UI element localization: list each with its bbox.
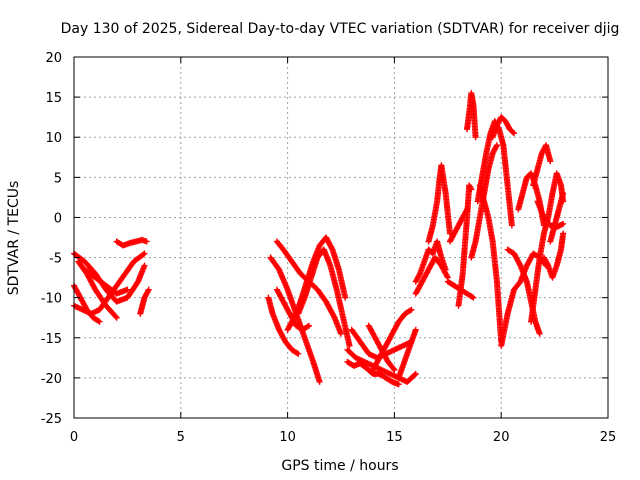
plot-frame — [73, 56, 609, 419]
data-point — [508, 222, 515, 229]
y-tick-labels: 20 15 10 5 0 -5 -10 -15 -20 -25 — [41, 51, 62, 427]
series-arc-10 — [273, 238, 344, 337]
series-arc-26 — [464, 90, 479, 141]
chart-title: Day 130 of 2025, Sidereal Day-to-day VTE… — [61, 21, 620, 37]
data-point — [304, 323, 311, 330]
y-tick-label: -10 — [41, 292, 62, 307]
data-point — [143, 238, 150, 245]
y-tick-label: 20 — [45, 51, 62, 66]
data-point — [316, 378, 323, 385]
series-arc-05 — [113, 236, 150, 249]
y-tick-label: 15 — [45, 91, 62, 106]
grid — [74, 57, 608, 418]
data-point — [293, 350, 300, 357]
data-point — [412, 326, 419, 333]
x-tick-label: 15 — [386, 430, 403, 445]
x-tick-label: 20 — [493, 430, 510, 445]
series-arc-06 — [137, 286, 152, 317]
data-point — [412, 370, 419, 377]
x-tick-label: 25 — [600, 430, 617, 445]
series-arc-15 — [344, 358, 402, 388]
series-arc-29 — [489, 114, 518, 141]
data-point — [338, 330, 344, 337]
data-point — [112, 313, 119, 320]
data-point — [95, 317, 102, 324]
series-arc-23 — [444, 278, 477, 301]
series-arc-30 — [476, 182, 505, 345]
data-point — [145, 286, 152, 293]
y-tick-label: -25 — [41, 412, 62, 427]
y-tick-label: -20 — [41, 372, 62, 387]
data-point — [547, 158, 554, 165]
data-point — [560, 220, 567, 227]
series-arc-20 — [412, 238, 449, 285]
data-point — [346, 342, 353, 349]
data-point — [469, 293, 476, 300]
y-tick-label: -5 — [49, 252, 62, 267]
data-point — [113, 314, 120, 321]
series-arc-21 — [412, 254, 451, 297]
data-point — [342, 294, 349, 301]
y-tick-label: 0 — [54, 211, 62, 226]
data-point — [493, 142, 500, 149]
data-point — [305, 322, 312, 329]
data-point — [391, 366, 398, 373]
data-point — [390, 365, 397, 372]
series-arc-25 — [455, 182, 475, 309]
data-point — [511, 130, 518, 137]
y-tick-label: 5 — [54, 171, 62, 186]
y-tick-label: 10 — [45, 131, 62, 146]
series-arc-13 — [273, 286, 312, 333]
data-point — [407, 307, 414, 314]
data-point — [140, 251, 147, 258]
data-point — [96, 318, 103, 325]
series-arc-38 — [547, 190, 567, 245]
x-tick-label: 10 — [279, 430, 296, 445]
series-arc-34 — [530, 142, 554, 189]
x-tick-label: 5 — [177, 430, 185, 445]
series-arc-07 — [81, 266, 131, 297]
x-tick-labels: 0 5 10 15 20 25 — [70, 430, 616, 445]
series-arc-18 — [370, 306, 415, 373]
series-arc-19 — [395, 326, 419, 381]
data-point — [295, 350, 302, 357]
data-point — [124, 286, 131, 293]
data-point — [408, 306, 415, 313]
data-point — [472, 134, 479, 141]
data-points — [71, 90, 567, 388]
data-point — [509, 129, 516, 136]
series-arc-12 — [295, 246, 353, 349]
data-point — [395, 381, 402, 388]
axis-ticks — [73, 56, 609, 419]
data-point — [536, 330, 543, 337]
data-point — [560, 230, 567, 237]
data-point — [411, 371, 418, 378]
series-arc-14 — [344, 346, 419, 385]
x-tick-label: 0 — [70, 430, 78, 445]
y-axis-label: SDTVAR / TECUs — [6, 181, 22, 296]
data-point — [141, 250, 148, 257]
x-axis-label: GPS time / hours — [281, 458, 398, 474]
series-arc-36 — [528, 170, 567, 325]
y-tick-label: -15 — [41, 332, 62, 347]
data-point — [141, 262, 148, 269]
series-arc-08 — [265, 294, 302, 357]
data-point — [470, 294, 477, 301]
data-point — [560, 190, 567, 197]
series-arc-22 — [425, 162, 453, 245]
data-point — [468, 186, 475, 193]
series-arc-33 — [515, 170, 547, 229]
series-arc-37 — [540, 230, 567, 281]
